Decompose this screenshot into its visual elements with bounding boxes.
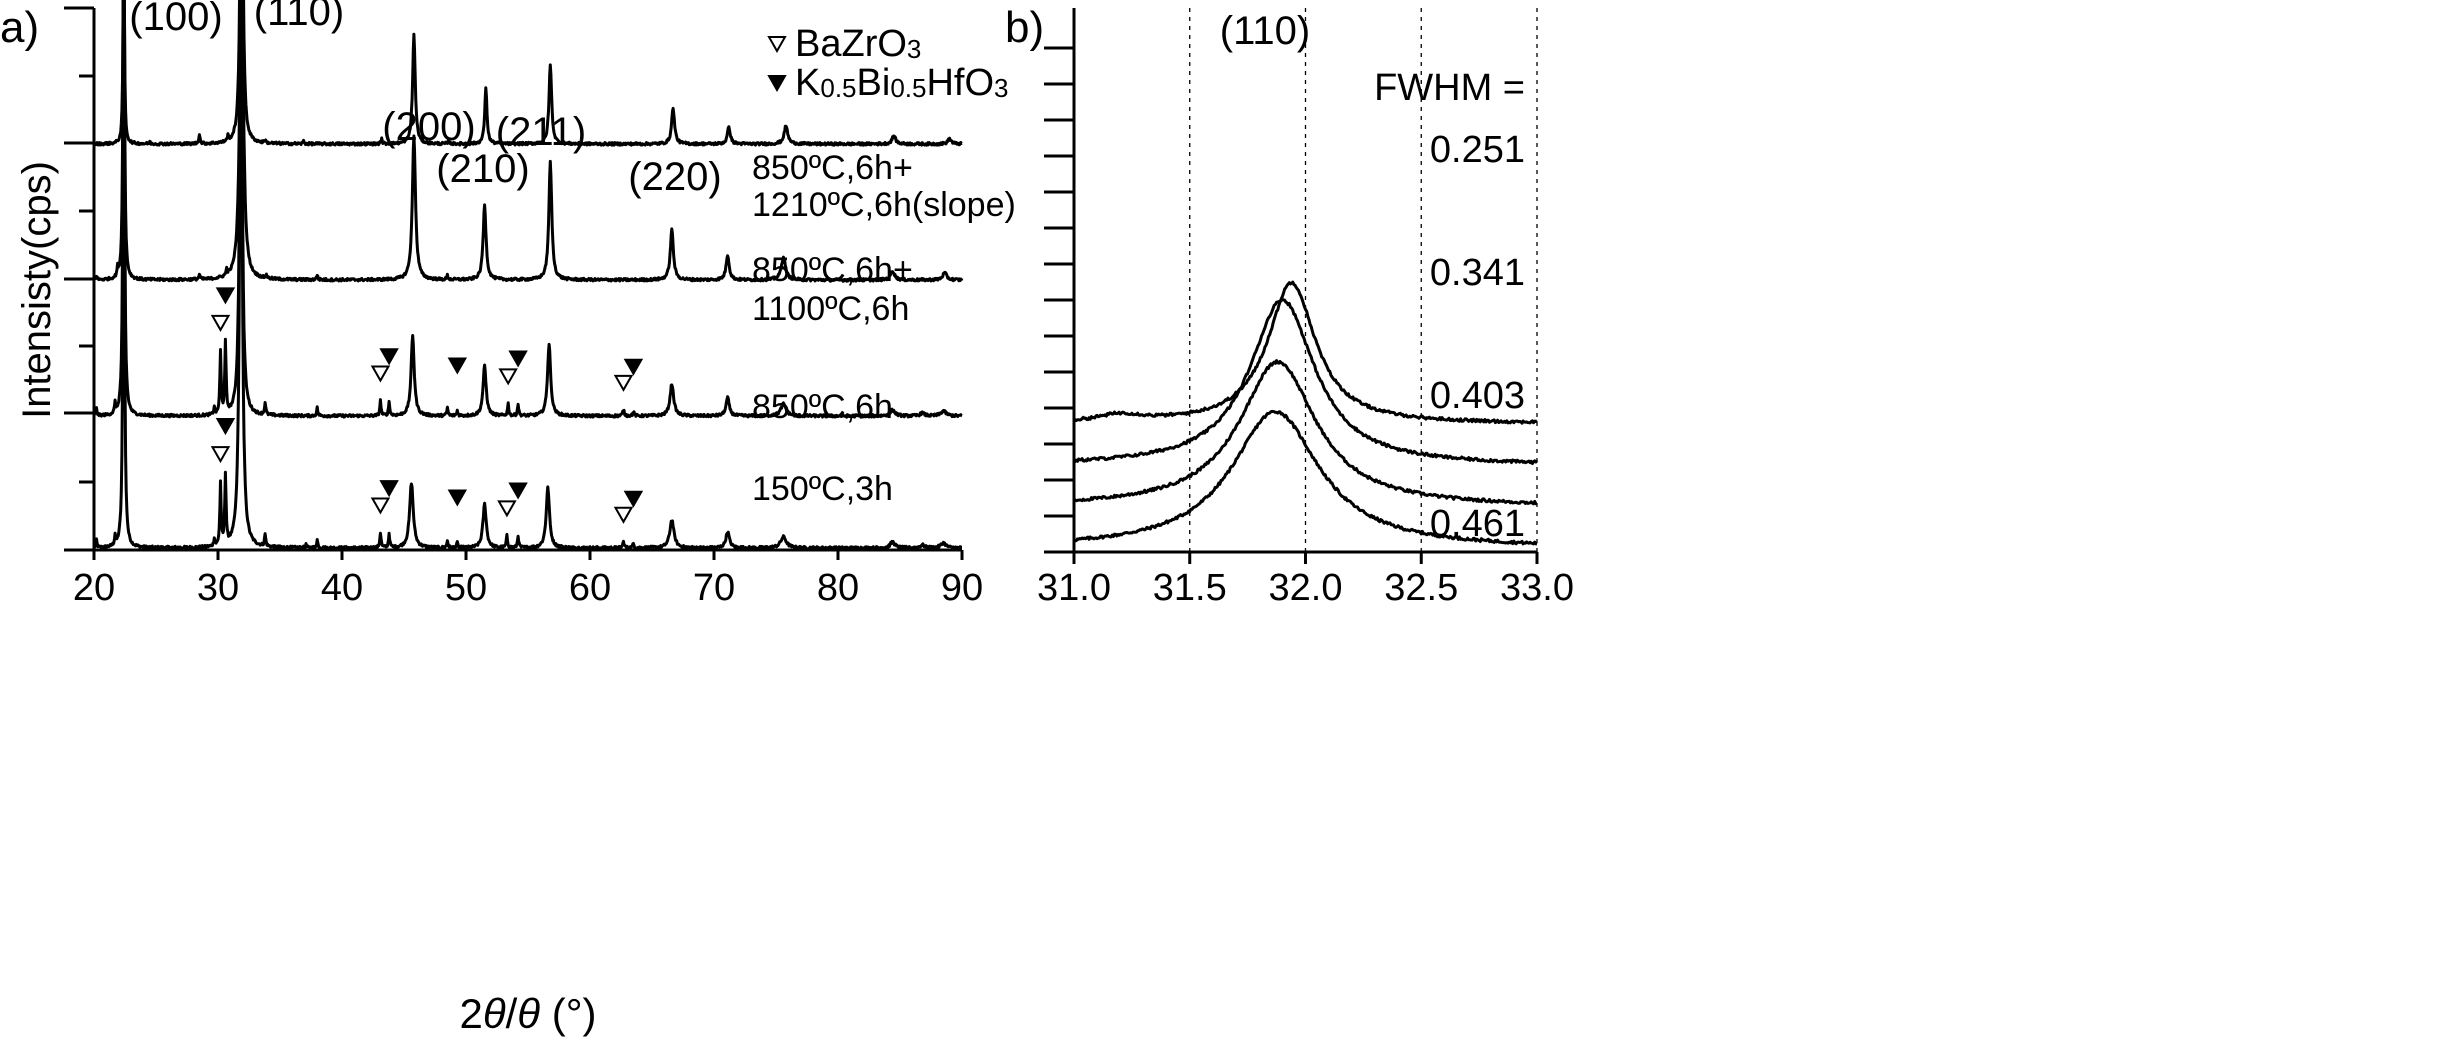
b-fwhm-value: 0.461	[1430, 503, 1525, 545]
a-series-label: 850ºC,6h	[752, 388, 893, 426]
panel-a-phase-markers	[210, 287, 644, 524]
a-series-label: 1100ºC,6h	[752, 290, 909, 328]
panel-b-x-ticks: 31.0 31.5 32.0 32.5 33.0	[1037, 552, 1574, 609]
kbihfo3-marker	[623, 358, 644, 376]
a-xtick-label: 60	[569, 567, 611, 609]
a-peak-index-label: (210)	[436, 147, 529, 191]
kbihfo3-marker	[215, 287, 236, 305]
a-peak-index-label: (200)	[382, 105, 475, 149]
b-xtick-label: 32.5	[1384, 567, 1458, 609]
a-xtick-label: 30	[197, 567, 239, 609]
a-series-label: 850ºC,6h+	[752, 149, 913, 187]
bazro3-marker	[210, 314, 231, 332]
a-xtick-label: 20	[73, 567, 115, 609]
panel-b-peak-label: (110)	[1220, 9, 1310, 53]
b-xtick-label: 33.0	[1500, 567, 1574, 609]
kbihfo3-marker	[379, 480, 399, 498]
a-series-line	[93, 0, 964, 283]
a-peak-index-label: (211)	[496, 110, 586, 154]
kbihfo3-marker	[447, 357, 468, 375]
b-fwhm-value: 0.403	[1430, 375, 1525, 417]
bazro3-marker	[613, 506, 634, 524]
legend-kbihfo3: K0.5Bi0.5HfO3	[795, 62, 1009, 104]
b-series-line	[1072, 359, 1538, 506]
kbihfo3-marker	[215, 418, 236, 436]
b-xtick-label: 31.5	[1153, 567, 1227, 609]
a-xtick-label: 40	[321, 567, 363, 609]
panel-b-label: b)	[1005, 3, 1044, 52]
a-xtick-label: 80	[817, 567, 859, 609]
panel-a-ylabel: Intensisty(cps)	[15, 161, 59, 419]
b-series-line	[1073, 409, 1538, 546]
a-xtick-label: 90	[941, 567, 983, 609]
legend-filled-triangle-icon	[767, 75, 787, 93]
bazro3-marker	[497, 500, 517, 518]
bazro3-marker	[210, 446, 231, 464]
a-series-label: 850ºC,6h+	[752, 251, 913, 289]
b-fwhm-value: 0.251	[1430, 129, 1525, 171]
b-xtick-label: 32.0	[1269, 567, 1343, 609]
bazro3-marker	[370, 497, 391, 515]
bazro3-marker	[498, 368, 518, 386]
bazro3-marker	[613, 374, 634, 392]
kbihfo3-marker	[447, 489, 468, 507]
b-series-line	[1072, 297, 1539, 465]
panel-a: a) 20 30 40 50 60 70 80 90 (100) (110) (200)(210)…	[0, 0, 1016, 1037]
kbihfo3-marker	[379, 348, 399, 366]
kbihfo3-marker	[623, 490, 644, 508]
b-series-line	[1073, 280, 1538, 425]
panel-b-gridlines	[1189, 8, 1538, 552]
panel-a-series-labels: 150ºC,3h850ºC,6h850ºC,6h+1100ºC,6h850ºC,…	[752, 149, 1016, 508]
a-series-line	[92, 0, 963, 147]
panel-a-y-ticks	[64, 6, 94, 552]
panel-a-series	[92, 0, 964, 551]
a-xtick-label: 70	[693, 567, 735, 609]
panel-a-legend: BaZrO3 K0.5Bi0.5HfO3	[767, 23, 1009, 104]
a-series-label: 1210ºC,6h(slope)	[752, 186, 1016, 224]
b-xtick-label: 31.0	[1037, 567, 1111, 609]
panel-a-xlabel: 2θ/θ (°)	[459, 990, 596, 1037]
kbihfo3-marker	[508, 482, 528, 500]
bazro3-marker	[370, 365, 391, 383]
a-series-line	[92, 0, 963, 419]
panel-b-y-ticks	[1044, 46, 1074, 554]
panel-b-fwhm-title: FWHM =	[1374, 67, 1525, 109]
a-series-line	[92, 0, 963, 551]
b-fwhm-value: 0.341	[1430, 252, 1525, 294]
a-peak-index-label: (220)	[628, 155, 721, 199]
a-peak-index-label: (100)	[129, 0, 222, 39]
panel-b-series	[1072, 280, 1539, 546]
legend-bazro3: BaZrO3	[795, 23, 921, 65]
legend-open-triangle-icon	[767, 36, 787, 54]
panel-a-peak-labels: (100) (110) (200)(210)(211) (220)	[129, 0, 721, 199]
a-peak-index-label: (110)	[254, 0, 344, 34]
kbihfo3-marker	[508, 350, 528, 368]
panel-a-x-ticks: 20 30 40 50 60 70 80 90	[73, 550, 983, 609]
a-series-label: 150ºC,3h	[752, 470, 893, 508]
panel-b: b) 31.0 31.5 32.0 32.5 33.0 0.4610.4030.3410…	[1005, 3, 1574, 609]
a-xtick-label: 50	[445, 567, 487, 609]
panel-b-fwhm-values: 0.461 0.403 0.341 0.251	[1430, 129, 1525, 545]
panel-a-label: a)	[0, 3, 39, 52]
